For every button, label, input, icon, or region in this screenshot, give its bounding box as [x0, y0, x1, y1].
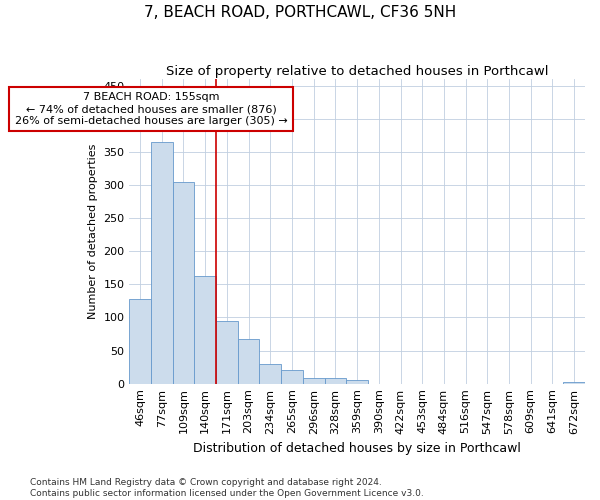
Bar — [173, 182, 194, 384]
Y-axis label: Number of detached properties: Number of detached properties — [88, 144, 98, 319]
Bar — [194, 276, 216, 384]
Bar — [129, 299, 151, 384]
Bar — [238, 338, 259, 384]
Bar — [325, 378, 346, 384]
Text: 7 BEACH ROAD: 155sqm
← 74% of detached houses are smaller (876)
26% of semi-deta: 7 BEACH ROAD: 155sqm ← 74% of detached h… — [14, 92, 287, 126]
Bar — [303, 378, 325, 384]
X-axis label: Distribution of detached houses by size in Porthcawl: Distribution of detached houses by size … — [193, 442, 521, 455]
Bar — [346, 380, 368, 384]
Bar — [281, 370, 303, 384]
Text: Contains HM Land Registry data © Crown copyright and database right 2024.
Contai: Contains HM Land Registry data © Crown c… — [30, 478, 424, 498]
Text: 7, BEACH ROAD, PORTHCAWL, CF36 5NH: 7, BEACH ROAD, PORTHCAWL, CF36 5NH — [144, 5, 456, 20]
Bar — [563, 382, 585, 384]
Title: Size of property relative to detached houses in Porthcawl: Size of property relative to detached ho… — [166, 65, 548, 78]
Bar — [259, 364, 281, 384]
Bar — [151, 142, 173, 384]
Bar — [216, 321, 238, 384]
